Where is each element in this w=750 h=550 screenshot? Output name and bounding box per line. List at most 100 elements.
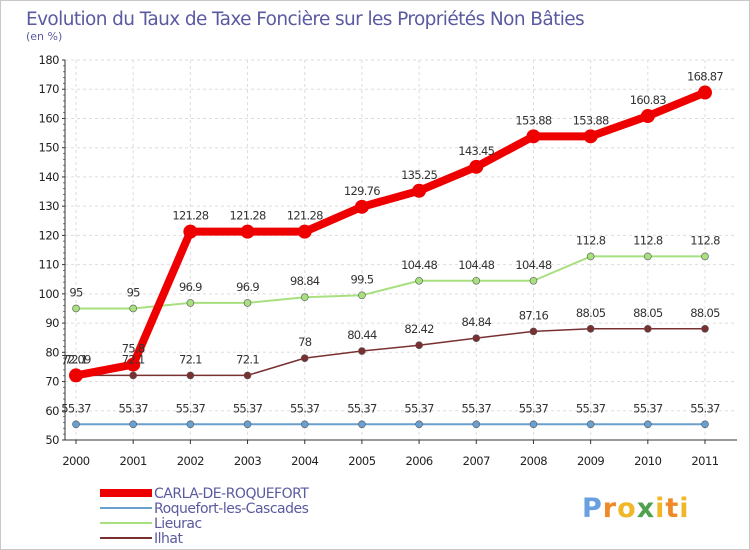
data-label-0: 75.8 (122, 342, 145, 356)
series-point-1 (72, 420, 80, 429)
series-point-3 (300, 354, 309, 362)
logo-letter: x (637, 493, 655, 524)
data-label-2: 112.8 (690, 233, 720, 247)
data-label-0: 129.76 (344, 184, 380, 198)
series-point-0 (183, 224, 198, 239)
data-label-0: 153.88 (573, 113, 609, 127)
series-point-2 (415, 276, 423, 285)
series-line-2 (76, 255, 705, 310)
data-label-2: 95 (69, 285, 83, 299)
series-point-0 (583, 129, 598, 144)
series-point-2 (72, 304, 80, 313)
y-tick-label: 60 (45, 404, 59, 418)
series-point-0 (354, 199, 369, 214)
series-point-2 (358, 291, 366, 300)
data-label-0: 160.83 (630, 93, 666, 107)
data-label-1: 55.37 (462, 401, 492, 415)
series-point-3 (472, 334, 481, 342)
data-label-3: 72.1 (65, 352, 88, 366)
series-point-1 (529, 420, 538, 429)
data-label-2: 104.48 (401, 258, 437, 272)
axes: 50 60 70 80 90 100 110 120 130 140 150 160 170 180 200… (39, 53, 737, 468)
data-label-2: 104.48 (515, 258, 551, 272)
data-label-1: 55.37 (690, 401, 720, 415)
data-label-2: 112.8 (633, 233, 663, 247)
series-point-1 (472, 420, 481, 429)
legend-label: CARLA-DE-ROQUEFORT (154, 486, 309, 502)
data-label-3: 84.84 (462, 315, 492, 329)
logo-letter: o (617, 493, 637, 524)
data-label-2: 96.9 (236, 280, 259, 294)
data-label-2: 99.5 (351, 272, 374, 286)
series-point-0 (698, 85, 712, 100)
series-point-0 (69, 368, 83, 383)
series-point-0 (240, 224, 255, 239)
logo-letter: P (582, 493, 603, 524)
data-label-0: 72.09 (61, 352, 91, 366)
data-label-2: 95 (127, 285, 141, 299)
logo-letter: i (655, 493, 665, 524)
data-label-1: 55.37 (347, 401, 377, 415)
x-tick-label: 2000 (62, 454, 89, 468)
series-point-2 (243, 299, 252, 307)
series-point-2 (701, 252, 709, 261)
legend-label: Ilhat (154, 531, 183, 547)
series-point-2 (129, 304, 137, 313)
y-tick-label: 180 (39, 53, 60, 67)
legend: CARLA-DE-ROQUEFORTRoquefort-les-Cascades… (100, 486, 310, 547)
data-label-1: 55.37 (404, 401, 434, 415)
y-tick-label: 150 (39, 141, 60, 155)
series-point-2 (300, 293, 309, 302)
series-point-0 (640, 109, 655, 124)
series-point-2 (644, 252, 652, 261)
proxiti-logo: Proxiti (582, 493, 690, 524)
data-label-1: 55.37 (176, 401, 206, 415)
data-label-0: 121.28 (230, 209, 266, 223)
series-point-0 (126, 357, 141, 372)
data-labels: 72.09 75.8 121.28 121.28 121.28 129.76 135.25 1… (61, 70, 724, 416)
x-tick-label: 2002 (177, 454, 204, 468)
series-point-2 (472, 276, 481, 285)
x-tick-label: 2005 (348, 454, 375, 468)
data-label-3: 78 (298, 335, 312, 349)
y-tick-label: 170 (39, 82, 60, 96)
x-tick-label: 2010 (634, 454, 661, 468)
data-label-0: 153.88 (515, 113, 551, 127)
series-point-3 (129, 371, 137, 380)
data-label-1: 55.37 (118, 401, 148, 415)
data-label-2: 98.84 (290, 274, 320, 288)
data-label-3: 82.42 (404, 322, 434, 336)
x-tick-label: 2011 (691, 454, 718, 468)
x-tick-label: 2001 (120, 454, 147, 468)
data-label-1: 55.37 (576, 401, 606, 415)
series-point-2 (186, 299, 195, 307)
legend-label: Lieurac (154, 516, 202, 532)
data-label-1: 55.37 (233, 401, 263, 415)
series-point-3 (529, 327, 538, 336)
data-label-3: 88.05 (690, 306, 720, 320)
data-label-2: 112.8 (576, 233, 606, 247)
data-label-3: 88.05 (633, 306, 663, 320)
logo-letter: t (665, 493, 679, 524)
series-point-3 (644, 324, 652, 333)
y-tick-label: 100 (39, 287, 60, 301)
series-point-0 (526, 129, 541, 144)
data-label-0: 121.28 (287, 209, 323, 223)
y-tick-label: 140 (39, 170, 60, 184)
x-tick-label: 2006 (405, 454, 432, 468)
series-point-3 (358, 347, 366, 355)
series-point-1 (129, 420, 137, 429)
y-tick-label: 90 (45, 316, 59, 330)
data-label-2: 104.48 (458, 258, 494, 272)
logo-letter: i (679, 493, 689, 524)
series-point-2 (529, 276, 538, 285)
x-tick-label: 2009 (577, 454, 604, 468)
data-label-3: 88.05 (576, 306, 606, 320)
y-tick-label: 80 (45, 345, 59, 359)
data-label-1: 55.37 (61, 401, 91, 415)
y-tick-label: 110 (39, 258, 60, 272)
series-point-3 (243, 371, 252, 380)
series-point-3 (586, 324, 595, 333)
